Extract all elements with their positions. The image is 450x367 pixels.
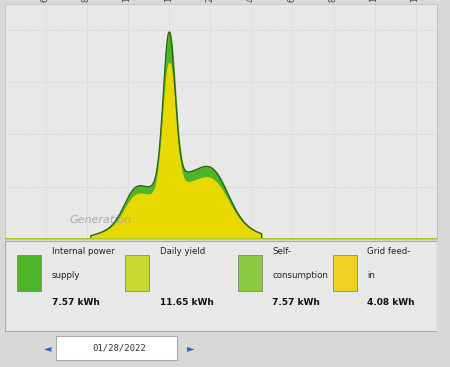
- Text: Grid feed-: Grid feed-: [367, 247, 411, 256]
- Text: supply: supply: [52, 271, 81, 280]
- Bar: [18, 255, 41, 291]
- Text: consumption: consumption: [272, 271, 328, 280]
- Text: Internal power: Internal power: [52, 247, 115, 256]
- Bar: [238, 255, 261, 291]
- Text: 01/28/2022: 01/28/2022: [92, 344, 146, 353]
- Text: ►: ►: [186, 344, 194, 353]
- Text: Generation: Generation: [69, 215, 131, 225]
- Text: Daily yield: Daily yield: [160, 247, 205, 256]
- Bar: [333, 255, 356, 291]
- Text: 4.08 kWh: 4.08 kWh: [367, 298, 415, 306]
- Text: Self-: Self-: [272, 247, 291, 256]
- Text: ◄: ◄: [44, 344, 51, 353]
- Text: in: in: [367, 271, 375, 280]
- Bar: [56, 336, 177, 360]
- Text: 11.65 kWh: 11.65 kWh: [160, 298, 214, 306]
- Text: 7.57 kWh: 7.57 kWh: [52, 298, 100, 306]
- Bar: [126, 255, 149, 291]
- Text: 7.57 kWh: 7.57 kWh: [272, 298, 320, 306]
